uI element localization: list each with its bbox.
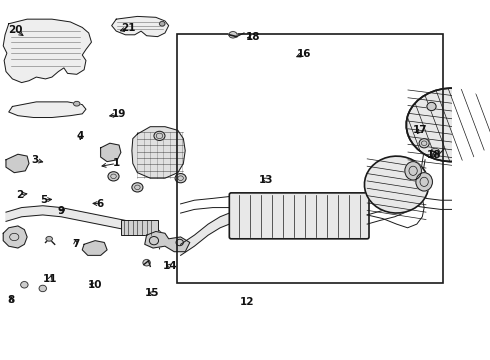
Polygon shape xyxy=(112,17,169,37)
Text: 5: 5 xyxy=(41,195,48,205)
Text: 11: 11 xyxy=(43,274,57,284)
Text: 3: 3 xyxy=(31,155,39,165)
Text: 20: 20 xyxy=(8,26,23,35)
Ellipse shape xyxy=(419,139,429,148)
Polygon shape xyxy=(82,240,107,255)
Polygon shape xyxy=(3,226,27,248)
Text: 1: 1 xyxy=(113,158,120,168)
Ellipse shape xyxy=(175,174,186,183)
Polygon shape xyxy=(6,154,29,173)
Text: 18: 18 xyxy=(426,150,441,160)
Ellipse shape xyxy=(108,172,119,181)
Text: 17: 17 xyxy=(413,125,427,135)
Ellipse shape xyxy=(431,148,440,155)
Text: 8: 8 xyxy=(8,295,15,305)
Polygon shape xyxy=(3,19,92,82)
Polygon shape xyxy=(406,88,490,162)
Ellipse shape xyxy=(21,282,28,288)
Text: 12: 12 xyxy=(240,297,254,307)
Text: 6: 6 xyxy=(97,199,104,209)
Ellipse shape xyxy=(159,22,165,26)
Polygon shape xyxy=(132,127,185,178)
Polygon shape xyxy=(6,206,165,249)
Polygon shape xyxy=(406,88,490,162)
Polygon shape xyxy=(365,156,429,213)
Ellipse shape xyxy=(74,102,80,106)
Text: 10: 10 xyxy=(88,280,102,290)
Text: 21: 21 xyxy=(121,23,136,33)
Ellipse shape xyxy=(229,32,237,38)
Text: 9: 9 xyxy=(57,206,64,216)
Ellipse shape xyxy=(132,183,143,192)
Ellipse shape xyxy=(39,285,47,292)
Ellipse shape xyxy=(46,237,52,241)
Polygon shape xyxy=(145,231,190,252)
Text: 4: 4 xyxy=(76,131,84,141)
Polygon shape xyxy=(181,213,229,255)
Polygon shape xyxy=(100,143,121,162)
Text: 15: 15 xyxy=(145,288,160,298)
Polygon shape xyxy=(9,102,86,117)
Text: 19: 19 xyxy=(112,109,126,120)
Text: 16: 16 xyxy=(297,49,311,59)
Text: 7: 7 xyxy=(72,239,79,249)
Ellipse shape xyxy=(143,260,150,266)
Text: 18: 18 xyxy=(245,32,260,42)
Ellipse shape xyxy=(427,102,436,111)
FancyBboxPatch shape xyxy=(229,193,369,239)
Bar xyxy=(177,35,442,283)
Ellipse shape xyxy=(416,173,432,191)
Text: 14: 14 xyxy=(163,261,177,271)
Ellipse shape xyxy=(154,131,165,140)
Bar xyxy=(121,220,158,235)
Ellipse shape xyxy=(405,162,421,180)
Text: 2: 2 xyxy=(16,190,23,200)
Text: 13: 13 xyxy=(259,175,273,185)
